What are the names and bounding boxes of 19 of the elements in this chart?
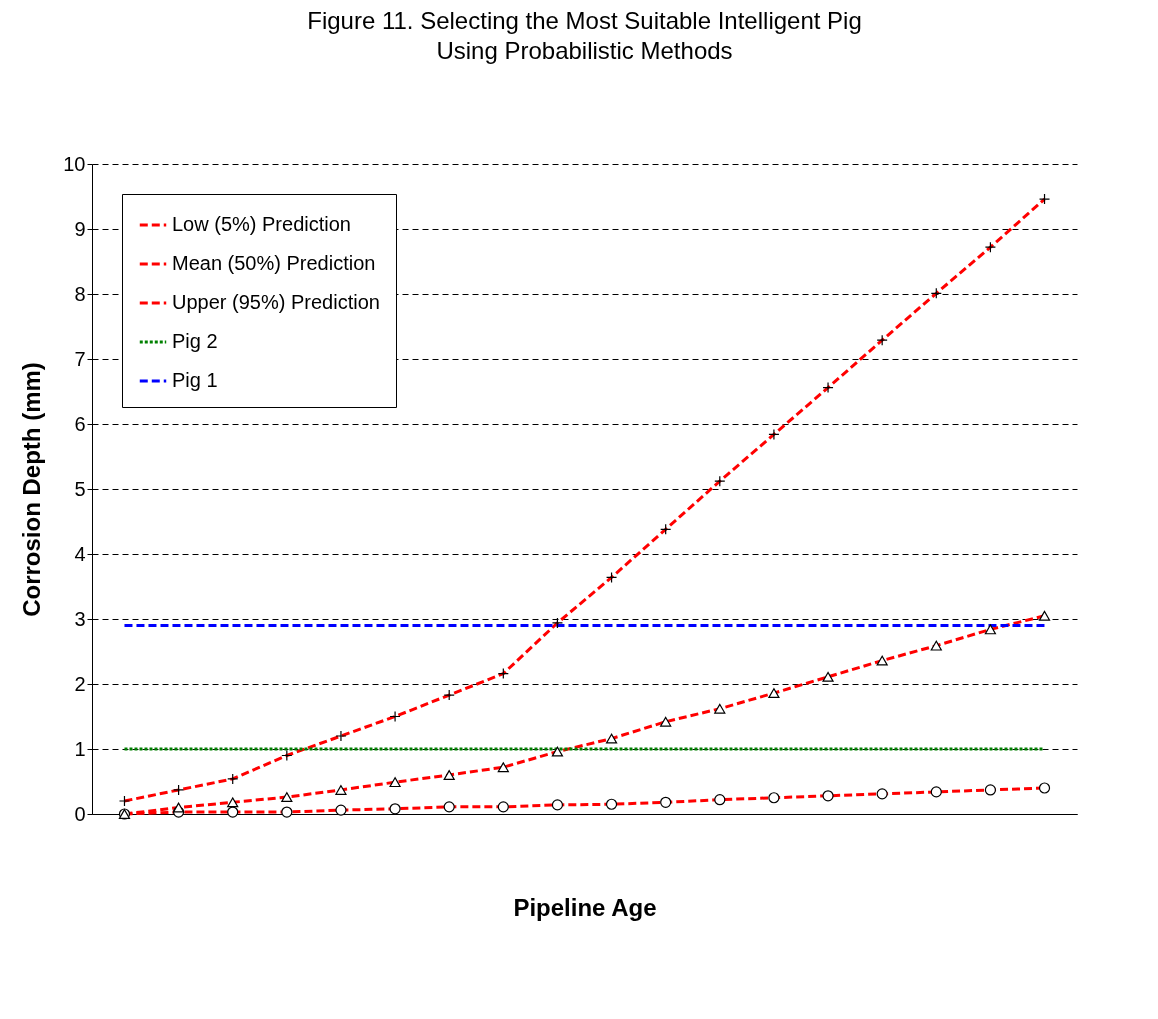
legend-label: Upper (95%) Prediction [172, 291, 380, 313]
y-tick-label: 0 [74, 802, 86, 825]
y-tick-label: 5 [74, 477, 86, 500]
legend-label: Pig 2 [172, 330, 218, 352]
y-tick-label: 8 [74, 282, 86, 305]
legend-label: Low (5%) Prediction [172, 213, 351, 235]
legend-label: Pig 1 [172, 369, 218, 391]
y-tick-label: 1 [74, 737, 86, 760]
y-axis-title: Corrosion Depth (mm) [18, 362, 46, 617]
y-tick-label: 3 [74, 607, 86, 630]
y-tick-label: 10 [63, 152, 86, 175]
y-tick-label: 4 [74, 542, 86, 565]
y-tick-label: 7 [74, 347, 86, 370]
y-tick-label: 9 [74, 217, 86, 240]
y-tick-label: 6 [74, 412, 86, 435]
x-axis-title: Pipeline Age [513, 893, 657, 921]
y-tick-label: 2 [74, 672, 86, 695]
chart-title: Figure 11. Selecting the Most Suitable Intelligent Pig Using Probabilistic Methods [307, 7, 862, 64]
legend-label: Mean (50%) Prediction [172, 252, 376, 274]
